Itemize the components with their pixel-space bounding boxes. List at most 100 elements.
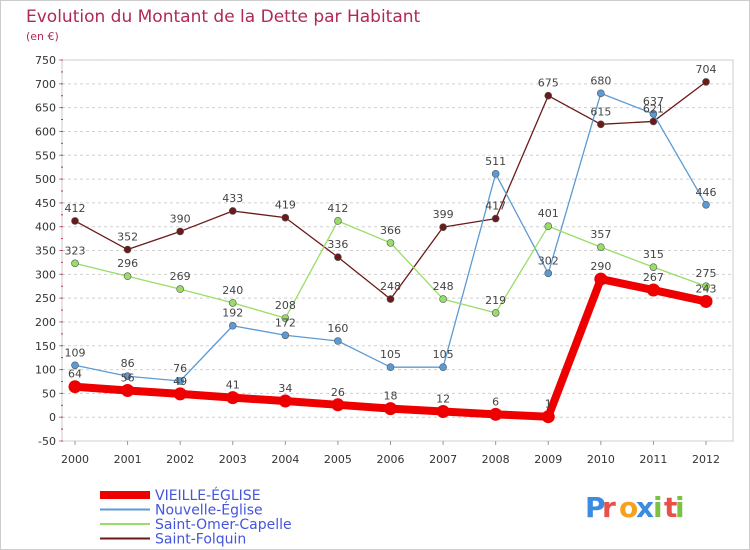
- data-label: 302: [538, 254, 559, 267]
- chart-title: Evolution du Montant de la Dette par Hab…: [26, 7, 421, 27]
- data-point: [228, 207, 237, 215]
- data-point: [228, 299, 237, 307]
- data-label: 12: [436, 392, 450, 405]
- data-label: 704: [696, 63, 717, 76]
- data-point: [278, 394, 292, 408]
- data-point: [649, 263, 658, 271]
- y-tick-label: 200: [35, 316, 56, 329]
- data-point: [281, 331, 290, 340]
- data-label: 315: [643, 248, 664, 261]
- data-point: [439, 363, 447, 371]
- data-point: [436, 404, 450, 418]
- data-point: [173, 387, 187, 401]
- legend-label: Saint-Folquin: [155, 532, 246, 548]
- data-label: 86: [121, 357, 135, 370]
- data-point: [597, 243, 605, 251]
- data-label: 275: [696, 267, 717, 280]
- data-point: [702, 200, 710, 209]
- logo-letter: x: [636, 491, 654, 524]
- data-label: 366: [380, 224, 401, 237]
- chart-subtitle: (en €): [26, 30, 59, 43]
- legend: VIEILLE-ÉGLISENouvelle-ÉgliseSaint-Omer-…: [100, 487, 292, 548]
- data-label: 433: [222, 192, 243, 205]
- data-point: [702, 282, 710, 291]
- x-tick-label: 2000: [61, 453, 89, 466]
- proxiti-logo: Pr oxi ti: [585, 491, 685, 524]
- data-point: [489, 407, 503, 421]
- y-tick-label: 550: [35, 149, 56, 162]
- data-label: 412: [327, 202, 348, 215]
- data-label: 615: [590, 105, 611, 118]
- data-point: [541, 410, 555, 424]
- x-tick-label: 2003: [219, 453, 247, 466]
- legend-label: Saint-Omer-Capelle: [155, 517, 292, 533]
- data-label: 18: [384, 390, 398, 403]
- data-point: [176, 285, 184, 293]
- y-tick-label: 300: [35, 268, 56, 281]
- logo-letter: r: [602, 491, 616, 524]
- data-label: 1: [545, 398, 552, 411]
- data-label: 675: [538, 77, 559, 90]
- data-point: [68, 380, 82, 394]
- y-tick-label: -50: [38, 435, 56, 448]
- data-label: 357: [590, 228, 611, 241]
- data-label: 267: [643, 271, 664, 284]
- x-tick-label: 2012: [692, 453, 720, 466]
- data-label: 248: [433, 280, 454, 293]
- data-point: [281, 213, 290, 222]
- data-label: 160: [327, 322, 348, 335]
- data-label: 637: [643, 95, 664, 108]
- data-label: 49: [173, 375, 187, 388]
- plot-area: -50 0 50 100 150 200 250 300 350 400 450 500 550 600 6…: [35, 54, 734, 466]
- data-point: [646, 283, 660, 297]
- data-point: [176, 377, 184, 385]
- logo-letter: P: [585, 491, 606, 524]
- x-tick-label: 2008: [482, 453, 510, 466]
- y-tick-label: 100: [35, 364, 56, 377]
- data-label: 621: [643, 102, 664, 115]
- data-point: [121, 384, 135, 398]
- data-label: 56: [121, 372, 135, 385]
- y-tick-label: 150: [35, 340, 56, 353]
- data-label: 6: [492, 395, 499, 408]
- data-point: [334, 217, 342, 225]
- data-label: 680: [590, 74, 611, 87]
- data-label: 243: [696, 282, 717, 295]
- data-label: 269: [170, 270, 191, 283]
- data-point: [71, 217, 79, 225]
- data-point: [699, 294, 713, 308]
- data-point: [123, 245, 132, 254]
- data-label: 296: [117, 257, 138, 270]
- data-label: 105: [380, 348, 401, 361]
- logo-letter: i: [653, 491, 663, 524]
- logo-letter: t: [664, 491, 677, 524]
- data-label: 399: [433, 208, 454, 221]
- data-label: 401: [538, 207, 559, 220]
- data-point: [702, 78, 710, 86]
- data-label: 192: [222, 307, 243, 320]
- y-tick-label: 350: [35, 245, 56, 258]
- x-tick-label: 2002: [166, 453, 194, 466]
- x-tick-label: 2007: [429, 453, 457, 466]
- data-point: [334, 337, 342, 345]
- y-tick-label: 250: [35, 292, 56, 305]
- y-tick-label: 750: [35, 54, 56, 67]
- data-point: [384, 402, 397, 416]
- data-label: 390: [170, 212, 191, 225]
- data-label: 240: [222, 284, 243, 297]
- data-point: [491, 309, 500, 317]
- data-point: [544, 91, 553, 100]
- data-label: 323: [65, 244, 86, 257]
- data-point: [331, 398, 345, 412]
- y-tick-label: 700: [35, 78, 56, 91]
- data-point: [123, 372, 132, 381]
- data-point: [491, 214, 500, 223]
- data-label: 336: [327, 238, 348, 251]
- data-label: 446: [696, 186, 717, 199]
- data-point: [544, 222, 553, 231]
- x-tick-label: 2006: [377, 453, 405, 466]
- data-point: [228, 321, 237, 330]
- data-point: [386, 239, 395, 247]
